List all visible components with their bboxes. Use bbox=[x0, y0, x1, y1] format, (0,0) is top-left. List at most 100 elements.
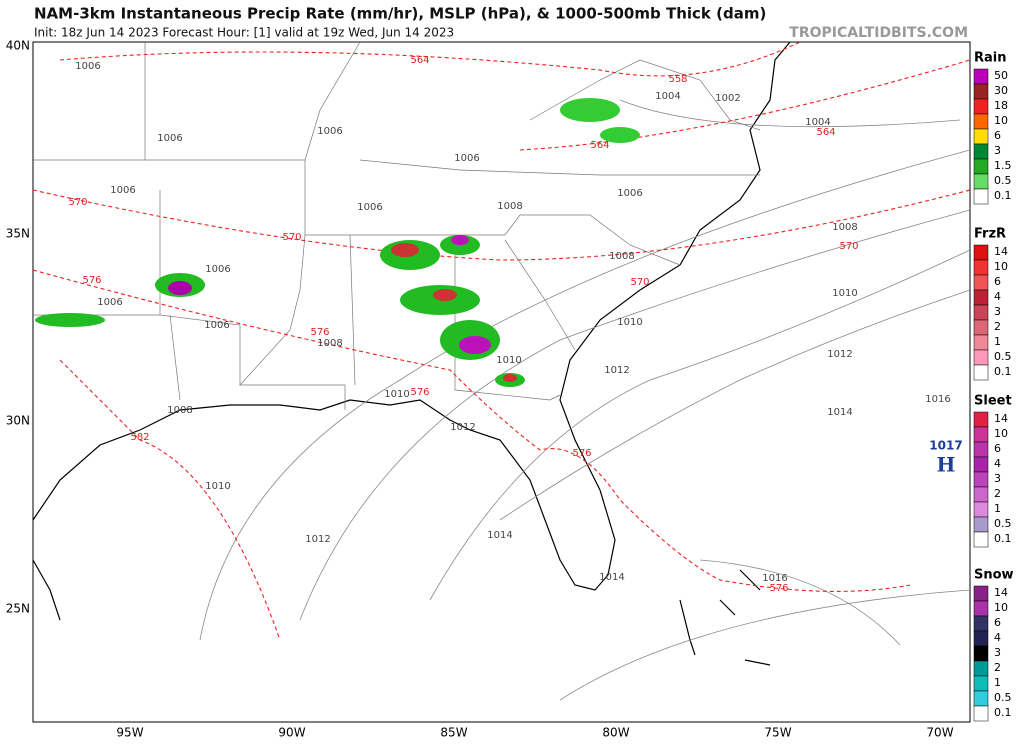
legend-swatch bbox=[973, 675, 989, 692]
isobar-label: 1014 bbox=[487, 530, 512, 541]
legend-swatch bbox=[973, 158, 989, 175]
lat-label: 30N bbox=[6, 414, 30, 428]
legend-label: 50 bbox=[994, 69, 1008, 82]
legend-label: 4 bbox=[994, 290, 1001, 303]
brand: TROPICALTIDBITS.COM bbox=[789, 25, 968, 41]
legend-swatch bbox=[973, 113, 989, 130]
isobar-label: 1006 bbox=[75, 61, 100, 72]
legend-label: 0.1 bbox=[994, 706, 1012, 719]
legend-title: Sleet bbox=[974, 394, 1012, 409]
thickness-label: 570 bbox=[282, 232, 301, 243]
legend-label: 0.5 bbox=[994, 350, 1012, 363]
legend-label: 3 bbox=[994, 305, 1001, 318]
thickness-label: 576 bbox=[82, 275, 101, 286]
isobar-label: 1006 bbox=[205, 264, 230, 275]
isobar-label: 1006 bbox=[157, 133, 182, 144]
thickness-label: 558 bbox=[668, 74, 687, 85]
legend-swatch bbox=[973, 411, 989, 428]
legend-swatch bbox=[973, 98, 989, 115]
legend-label: 1.5 bbox=[994, 159, 1012, 172]
isobar-label: 1006 bbox=[317, 126, 342, 137]
thickness-label: 582 bbox=[130, 432, 149, 443]
isobar-label: 1014 bbox=[827, 407, 852, 418]
legend-swatch bbox=[973, 600, 989, 617]
thickness-label: 576 bbox=[410, 387, 429, 398]
legend-swatch bbox=[973, 244, 989, 261]
legend-swatch bbox=[973, 188, 989, 205]
legend-label: 3 bbox=[994, 646, 1001, 659]
lat-label: 25N bbox=[6, 602, 30, 616]
legend-swatch bbox=[973, 615, 989, 632]
high-label: H bbox=[937, 453, 956, 477]
legend-swatch bbox=[973, 456, 989, 473]
legend-label: 6 bbox=[994, 129, 1001, 142]
legend-label: 2 bbox=[994, 661, 1001, 674]
legend-swatch bbox=[973, 531, 989, 548]
legend-swatch bbox=[973, 501, 989, 518]
subtitle: Init: 18z Jun 14 2023 Forecast Hour: [1]… bbox=[34, 26, 454, 40]
isobar-label: 1008 bbox=[317, 338, 342, 349]
lon-label: 85W bbox=[440, 726, 467, 740]
legend-swatch bbox=[973, 83, 989, 100]
thickness-label: 576 bbox=[310, 327, 329, 338]
legend-label: 14 bbox=[994, 586, 1008, 599]
legend-label: 0.1 bbox=[994, 189, 1012, 202]
thickness-label: 570 bbox=[630, 277, 649, 288]
legend-label: 18 bbox=[994, 99, 1008, 112]
isobar-label: 1010 bbox=[832, 288, 857, 299]
isobar-label: 1008 bbox=[497, 201, 522, 212]
legend-swatch bbox=[973, 630, 989, 647]
isobar-label: 1016 bbox=[762, 573, 787, 584]
legend-swatch bbox=[973, 585, 989, 602]
isobar-label: 1012 bbox=[450, 422, 475, 433]
isobar-label: 1006 bbox=[454, 153, 479, 164]
legend-swatch bbox=[973, 471, 989, 488]
legend-title: FrzR bbox=[974, 227, 1006, 242]
legend-label: 10 bbox=[994, 427, 1008, 440]
thickness-label: 570 bbox=[68, 197, 87, 208]
isobar-label: 1006 bbox=[357, 202, 382, 213]
legend-label: 0.1 bbox=[994, 365, 1012, 378]
legend-swatch bbox=[973, 516, 989, 533]
isobar-label: 1004 bbox=[655, 91, 680, 102]
legend-label: 14 bbox=[994, 245, 1008, 258]
thickness-label: 576 bbox=[572, 448, 591, 459]
thickness-label: 564 bbox=[410, 55, 429, 66]
legend-swatch bbox=[973, 68, 989, 85]
isobar-label: 1010 bbox=[617, 317, 642, 328]
isobar-label: 1010 bbox=[205, 481, 230, 492]
isobar-label: 1004 bbox=[805, 117, 830, 128]
thickness-label: 570 bbox=[839, 241, 858, 252]
map-area bbox=[32, 41, 971, 723]
legend-swatch bbox=[973, 319, 989, 336]
legend-title: Rain bbox=[974, 51, 1007, 66]
lon-label: 90W bbox=[278, 726, 305, 740]
legend-title: Snow bbox=[974, 568, 1014, 583]
isobar-label: 1008 bbox=[167, 405, 192, 416]
legend-label: 10 bbox=[994, 601, 1008, 614]
isobar-label: 1006 bbox=[110, 185, 135, 196]
title: NAM-3km Instantaneous Precip Rate (mm/hr… bbox=[34, 5, 766, 23]
lat-label: 40N bbox=[6, 39, 30, 53]
isobar-label: 1012 bbox=[604, 365, 629, 376]
legend-label: 4 bbox=[994, 631, 1001, 644]
legend-label: 4 bbox=[994, 457, 1001, 470]
legend-label: 0.5 bbox=[994, 691, 1012, 704]
legend-label: 2 bbox=[994, 487, 1001, 500]
legend-swatch bbox=[973, 143, 989, 160]
isobar-label: 1012 bbox=[305, 534, 330, 545]
legend-swatch bbox=[973, 349, 989, 366]
isobar-label: 1008 bbox=[832, 222, 857, 233]
legend-label: 10 bbox=[994, 260, 1008, 273]
isobar-label: 1002 bbox=[715, 93, 740, 104]
thickness-label: 564 bbox=[590, 140, 609, 151]
lon-label: 95W bbox=[116, 726, 143, 740]
legend-label: 1 bbox=[994, 502, 1001, 515]
isobar-label: 1006 bbox=[204, 320, 229, 331]
legend-label: 6 bbox=[994, 616, 1001, 629]
precip bbox=[35, 98, 640, 387]
legend-swatch bbox=[973, 486, 989, 503]
legend-swatch bbox=[973, 128, 989, 145]
legend-label: 30 bbox=[994, 84, 1008, 97]
